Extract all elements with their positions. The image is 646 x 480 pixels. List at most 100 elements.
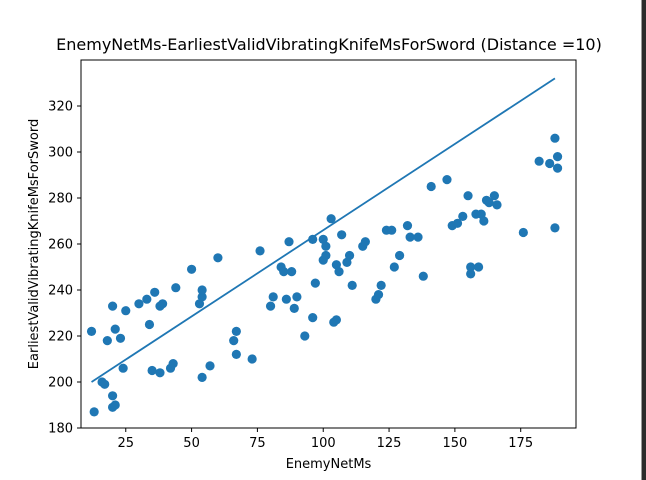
data-point: [394, 250, 405, 261]
data-point: [147, 365, 157, 376]
data-point: [452, 218, 463, 228]
data-point: [197, 372, 207, 382]
data-point: [310, 278, 320, 288]
data-point: [158, 299, 168, 309]
data-point: [518, 227, 528, 238]
y-tick-label: 280: [48, 192, 73, 207]
data-point: [229, 336, 239, 346]
x-tick-label: 75: [249, 436, 266, 451]
x-axis: 25 50 75 100 125 150 175: [117, 428, 533, 451]
data-point: [115, 333, 126, 343]
data-point: [534, 156, 544, 166]
data-point: [318, 234, 328, 244]
x-tick-label: 100: [311, 436, 336, 451]
data-point: [150, 287, 160, 297]
data-point: [268, 292, 278, 302]
data-point: [373, 290, 384, 300]
data-point: [413, 232, 423, 242]
data-point: [197, 285, 207, 295]
data-point: [289, 303, 299, 313]
data-point: [463, 191, 473, 201]
x-tick-label: 150: [442, 436, 467, 451]
data-point: [308, 313, 318, 323]
data-point: [186, 264, 197, 274]
y-tick-label: 220: [48, 330, 73, 345]
data-point: [360, 237, 370, 247]
data-point: [552, 152, 563, 162]
data-point: [142, 294, 152, 304]
data-point: [552, 163, 563, 173]
data-point: [155, 368, 165, 378]
data-point: [347, 280, 357, 290]
data-point: [292, 292, 302, 302]
data-point: [213, 253, 223, 263]
data-point: [247, 354, 257, 364]
data-point: [197, 292, 207, 302]
data-point: [344, 250, 355, 261]
y-tick-label: 240: [48, 284, 73, 299]
data-point: [326, 214, 336, 224]
y-tick-label: 180: [48, 422, 73, 437]
data-point: [402, 221, 413, 231]
data-point: [442, 175, 452, 185]
data-point: [389, 262, 399, 272]
data-point: [334, 267, 344, 277]
data-point: [171, 283, 181, 293]
plot-area: [86, 77, 563, 417]
data-point: [387, 225, 397, 235]
window-edge-line: [641, 0, 642, 480]
chart-title: EnemyNetMs-EarliestValidVibratingKnifeMs…: [56, 35, 602, 54]
y-tick-label: 260: [48, 238, 73, 253]
data-point: [331, 260, 341, 270]
data-point: [484, 198, 494, 208]
data-point: [108, 391, 118, 401]
data-point: [550, 223, 560, 233]
data-point: [121, 306, 131, 316]
data-point: [342, 257, 352, 267]
data-point: [492, 200, 502, 210]
data-point: [405, 232, 415, 242]
data-point: [550, 133, 560, 143]
trend-line: [91, 77, 556, 383]
x-tick-label: 175: [508, 436, 533, 451]
data-point: [279, 267, 289, 277]
data-point: [265, 301, 276, 311]
x-axis-label: EnemyNetMs: [286, 457, 372, 472]
data-point: [476, 209, 486, 219]
y-tick-label: 320: [48, 100, 73, 115]
data-point: [110, 400, 120, 410]
x-tick-label: 50: [183, 436, 200, 451]
x-tick-label: 125: [377, 436, 402, 451]
data-point: [287, 267, 297, 277]
data-point: [376, 280, 386, 290]
data-point: [545, 158, 555, 169]
y-axis-label: EarliestValidVibratingKnifeMsForSword: [27, 119, 42, 369]
data-point: [118, 363, 128, 373]
data-point: [108, 301, 118, 311]
y-axis: 180 200 220 240 260 280 300 320: [48, 100, 81, 437]
data-point: [205, 361, 215, 371]
data-point: [418, 271, 428, 281]
data-point: [308, 234, 318, 244]
data-point: [331, 315, 341, 325]
data-point: [337, 230, 347, 240]
y-tick-label: 200: [48, 376, 73, 391]
y-tick-label: 300: [48, 146, 73, 161]
data-point: [231, 349, 241, 359]
x-tick-label: 25: [117, 436, 134, 451]
data-point: [466, 269, 476, 279]
data-point: [110, 324, 120, 334]
data-point: [284, 237, 294, 247]
data-point: [321, 241, 331, 251]
data-point: [458, 211, 468, 221]
data-point: [300, 331, 310, 341]
window-edge: [642, 0, 646, 480]
data-point: [231, 326, 241, 336]
data-point: [489, 191, 499, 201]
data-point: [281, 294, 291, 304]
data-point: [473, 262, 484, 272]
data-point: [255, 246, 265, 256]
data-point: [466, 262, 476, 272]
data-point: [479, 216, 489, 226]
